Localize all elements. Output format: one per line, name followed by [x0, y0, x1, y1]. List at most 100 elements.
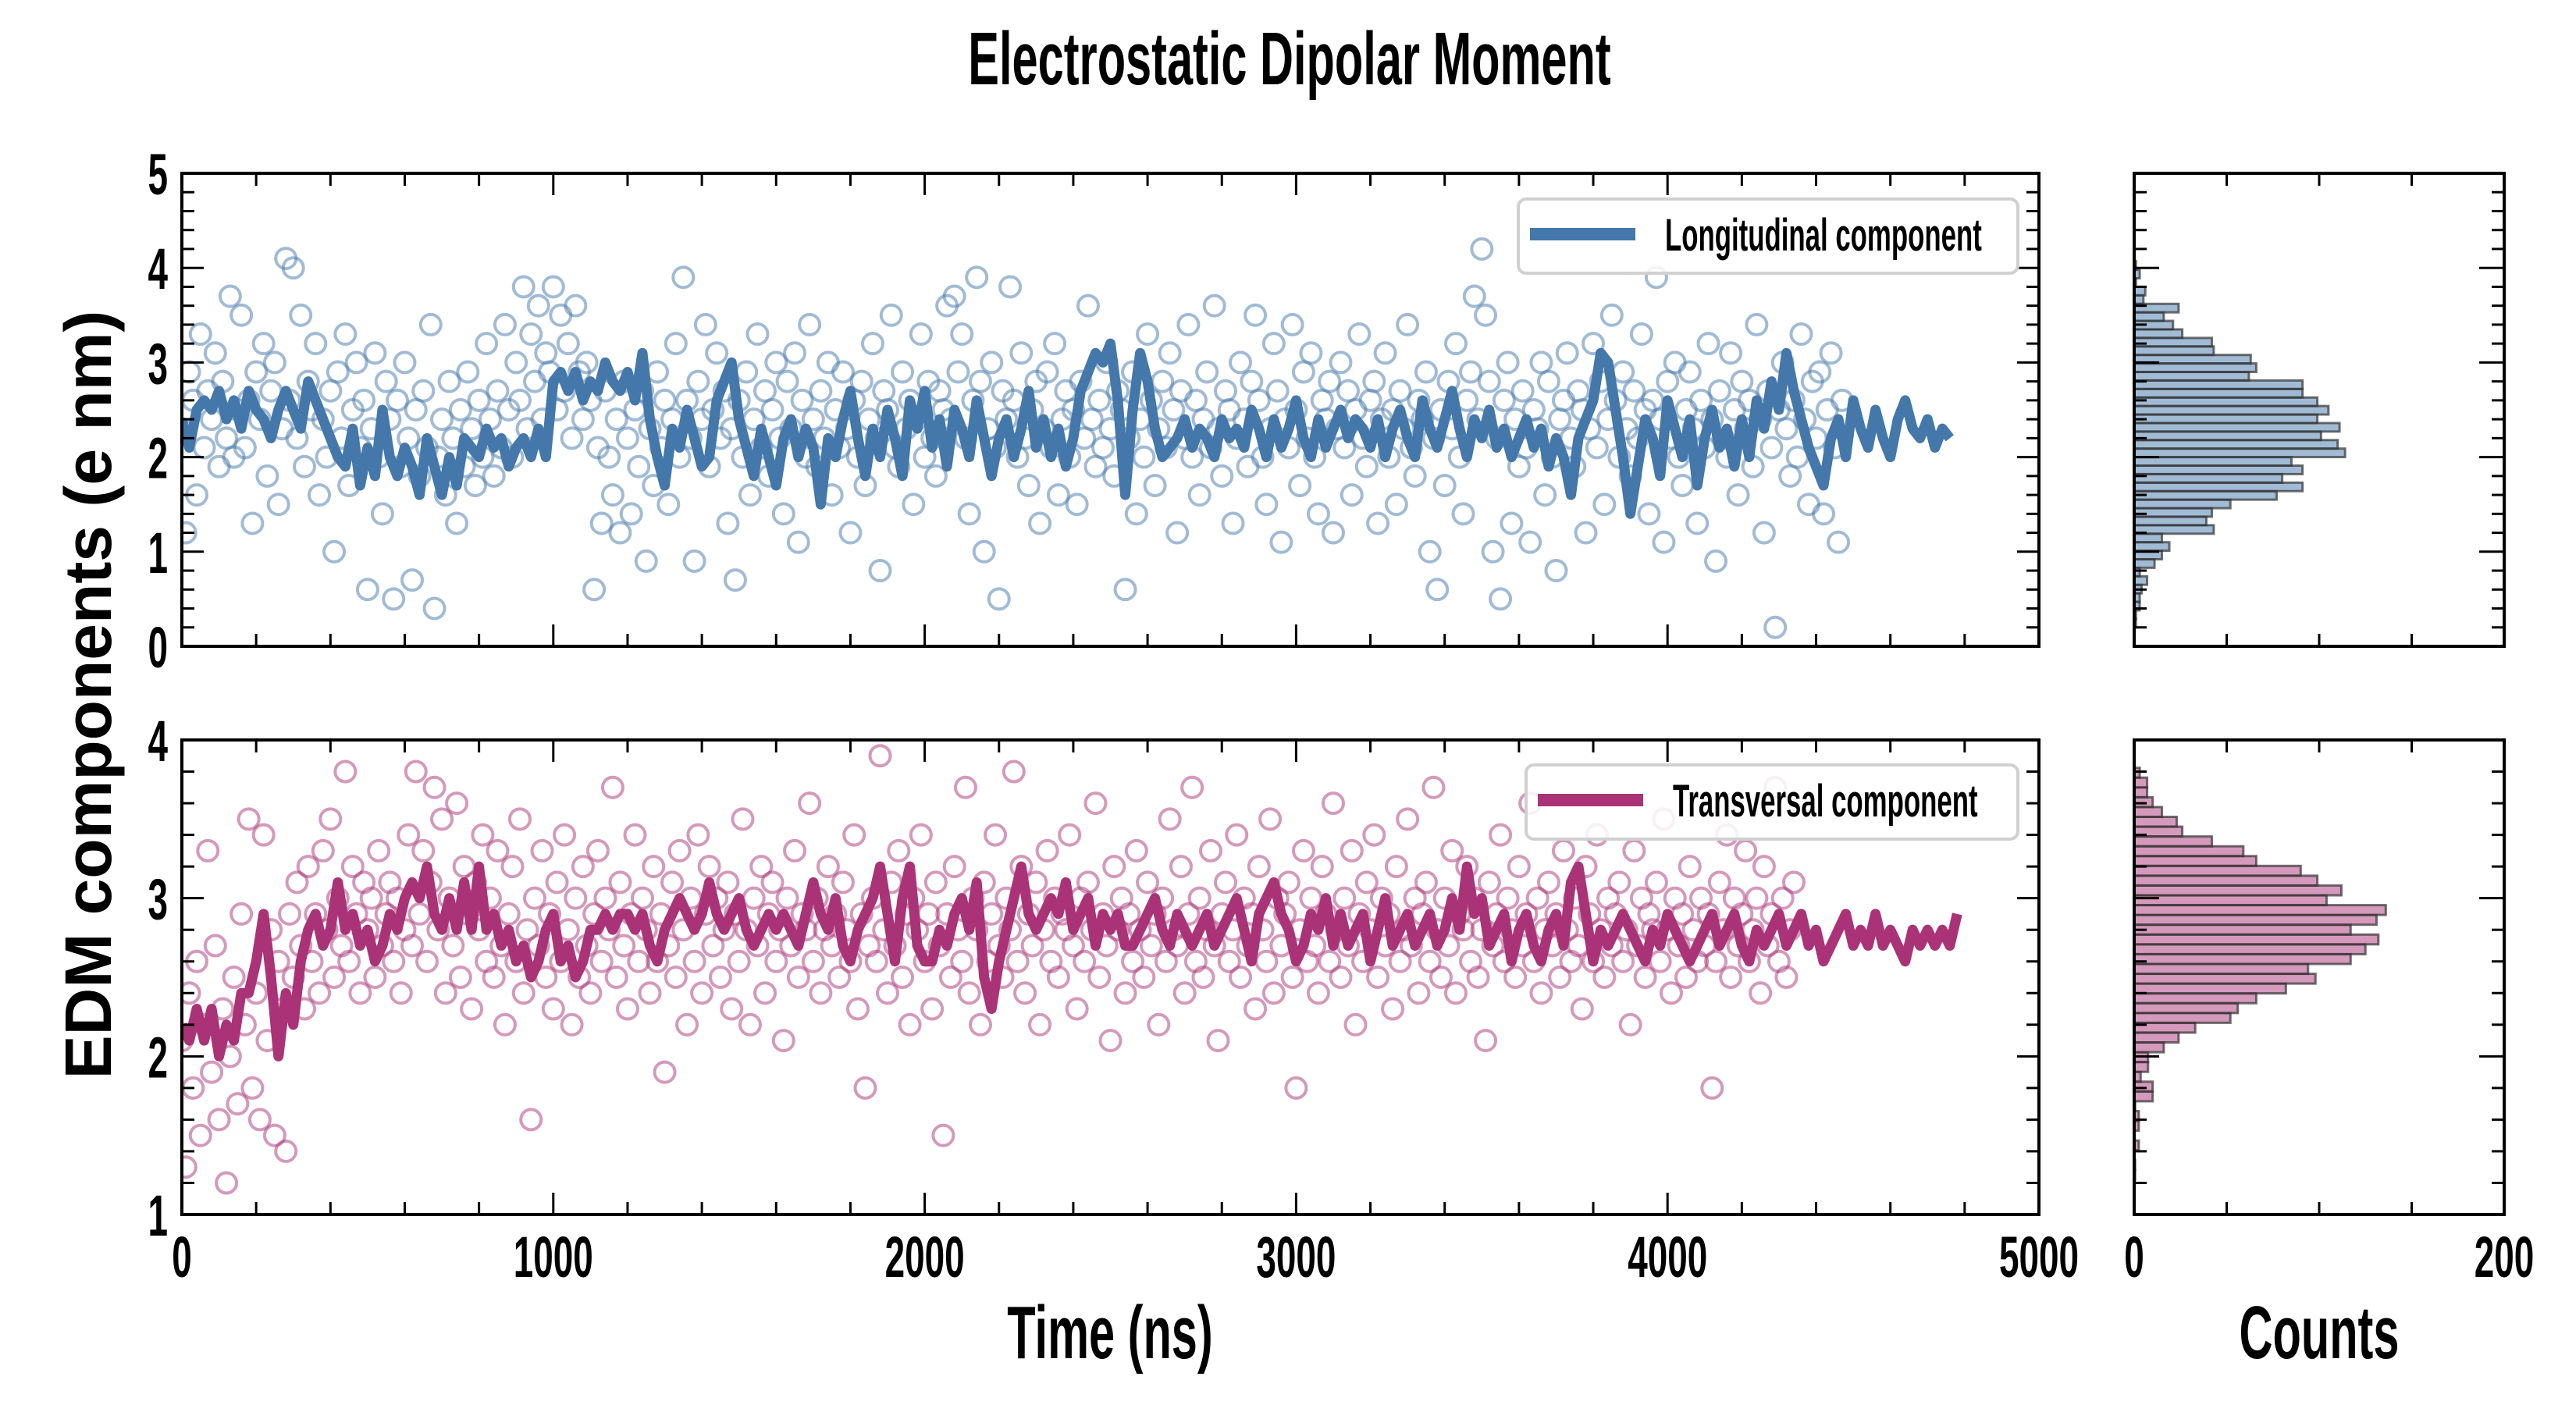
histogram-bar	[2133, 532, 2164, 544]
scatter-point	[1236, 454, 1260, 478]
time-x-tick-labels: 0 1000 2000 3000 4000 5000	[172, 1225, 2079, 1290]
scatter-point	[182, 981, 201, 1005]
histogram-bar	[2133, 913, 2378, 927]
scatter-point	[207, 1108, 231, 1132]
scatter-point	[1362, 823, 1386, 847]
scatter-point	[760, 398, 785, 422]
scatter-point	[798, 312, 822, 336]
scatter-point	[233, 436, 257, 460]
histogram-bar	[2133, 874, 2319, 887]
scatter-point	[460, 997, 484, 1021]
scatter-point	[1254, 493, 1279, 517]
scatter-point	[523, 369, 547, 393]
scatter-point	[1414, 360, 1438, 384]
bottom-panel-frame	[180, 738, 2041, 1216]
scatter-point	[1091, 436, 1115, 460]
scatter-point	[1136, 322, 1160, 347]
histogram-bar	[2133, 371, 2250, 382]
scatter-point	[196, 838, 220, 863]
scatter-point	[831, 360, 855, 384]
scatter-point	[1637, 502, 1661, 526]
scatter-point	[1781, 870, 1806, 895]
scatter-point	[1169, 379, 1193, 403]
scatter-point	[1637, 902, 1661, 926]
scatter-point	[887, 838, 911, 863]
scatter-point	[311, 838, 335, 863]
scatter-point	[1704, 949, 1728, 973]
transversal-histogram-frame	[2133, 738, 2506, 1216]
scatter-point	[1172, 981, 1197, 1005]
scatter-point	[411, 379, 436, 403]
scatter-point	[1425, 578, 1450, 602]
scatter-point	[589, 511, 614, 535]
scatter-point	[1358, 388, 1382, 412]
scatter-point	[244, 360, 269, 384]
scatter-point	[816, 350, 840, 375]
y-tick-label: 1	[148, 1184, 168, 1249]
scatter-point	[1005, 949, 1030, 973]
histogram-bar	[2133, 507, 2214, 518]
scatter-point	[589, 949, 614, 973]
scatter-point	[418, 312, 443, 336]
scatter-point	[1154, 949, 1178, 973]
scatter-point	[1291, 838, 1315, 863]
histogram-bar	[2133, 845, 2245, 858]
scatter-point	[1213, 870, 1237, 895]
scatter-point	[753, 379, 777, 403]
scatter-point	[1210, 464, 1234, 488]
scatter-point	[1770, 886, 1795, 910]
histogram-bar	[2133, 396, 2319, 407]
scatter-point	[1366, 511, 1390, 535]
scatter-point	[950, 949, 974, 973]
scatter-point	[404, 398, 428, 422]
scatter-point	[1198, 838, 1222, 863]
y-tick-label: 3	[148, 332, 168, 397]
scatter-point	[534, 341, 558, 365]
scatter-point	[1280, 966, 1304, 989]
scatter-point	[237, 807, 261, 831]
scatter-point	[775, 369, 799, 393]
scatter-point	[571, 855, 595, 879]
scatter-point	[1533, 483, 1557, 507]
scatter-point	[701, 934, 725, 958]
scatter-point	[1336, 379, 1361, 403]
scatter-point	[938, 966, 962, 989]
scatter-point	[849, 369, 873, 393]
scatter-point	[1745, 312, 1769, 336]
scatter-point	[1276, 870, 1300, 895]
scatter-point	[693, 312, 717, 336]
scatter-point	[597, 445, 621, 469]
scatter-point	[1570, 997, 1594, 1021]
scatter-point	[972, 539, 996, 564]
scatter-point	[1510, 379, 1535, 403]
scatter-point	[1440, 838, 1464, 863]
y-tick-label: 2	[148, 1026, 168, 1090]
scatter-point	[326, 360, 350, 384]
scatter-point	[1247, 388, 1271, 412]
scatter-point	[615, 426, 639, 450]
scatter-point	[1121, 949, 1145, 973]
transversal-line-group	[182, 861, 1962, 1062]
scatter-point	[463, 473, 487, 497]
histogram-bar	[2133, 815, 2179, 828]
scatter-point	[1002, 759, 1026, 784]
scatter-point	[1280, 312, 1304, 336]
scatter-point	[783, 341, 807, 365]
scatter-point	[1774, 966, 1799, 989]
scatter-point	[262, 350, 286, 375]
scatter-point	[1261, 332, 1286, 356]
histogram-bar	[2133, 786, 2149, 799]
histogram-bar	[2133, 952, 2352, 966]
scatter-point	[608, 521, 632, 545]
scatter-point	[1474, 1029, 1498, 1053]
scatter-point	[1678, 855, 1702, 879]
scatter-point	[801, 949, 825, 973]
scatter-point	[1139, 934, 1163, 958]
scatter-point	[675, 1012, 699, 1037]
scatter-point	[946, 360, 970, 384]
scatter-point	[226, 1092, 250, 1116]
histogram-bar	[2133, 1012, 2232, 1024]
scatter-point	[240, 511, 265, 535]
scatter-point	[445, 511, 469, 535]
scatter-point	[400, 568, 424, 592]
